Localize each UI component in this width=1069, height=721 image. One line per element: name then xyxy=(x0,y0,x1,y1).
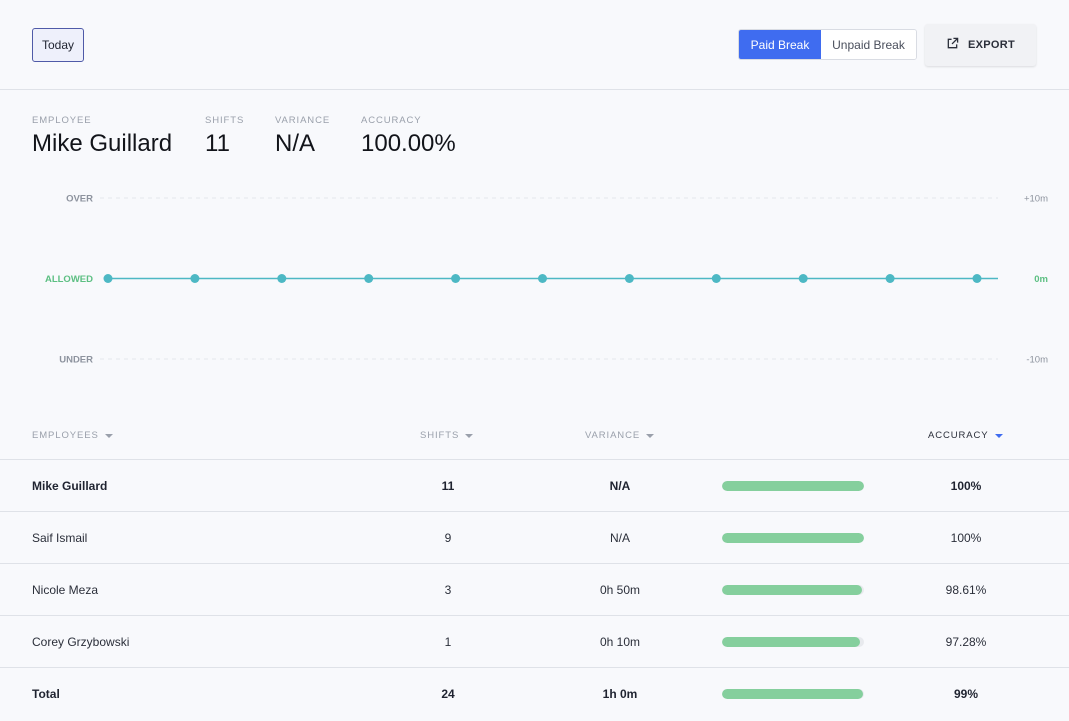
employee-name: Corey Grzybowski xyxy=(32,635,130,649)
export-label: EXPORT xyxy=(967,39,1016,51)
accuracy-bar-fill xyxy=(722,689,863,699)
data-point xyxy=(364,274,374,283)
employee-label: EMPLOYEE xyxy=(32,115,92,126)
accuracy-bar-fill xyxy=(722,533,864,543)
variance-chart: OVER +10m ALLOWED 0m UNDER -10m xyxy=(0,180,1069,380)
variance-chart-svg: OVER +10m ALLOWED 0m UNDER -10m xyxy=(45,194,1048,366)
employee-name: Mike Guillard xyxy=(32,479,108,493)
y-band-label: UNDER xyxy=(59,355,93,366)
sort-caret-icon xyxy=(994,433,1003,438)
variance-label: VARIANCE xyxy=(275,115,331,126)
paid-break-button[interactable]: Paid Break xyxy=(739,30,821,59)
accuracy-bar xyxy=(722,460,864,512)
break-type-toggle: Paid Break Unpaid Break xyxy=(738,29,917,60)
total-accuracy: 99% xyxy=(953,687,979,701)
shifts-label: SHIFTS xyxy=(205,115,245,126)
data-point xyxy=(885,274,895,283)
shifts-column-header[interactable]: SHIFTS xyxy=(420,430,474,441)
accuracy-cell: 97.28% xyxy=(945,635,987,649)
employee-value: Mike Guillard xyxy=(32,130,173,157)
data-point xyxy=(190,274,200,283)
sort-caret-icon xyxy=(646,433,655,438)
shifts-cell: 9 xyxy=(444,531,452,545)
table-row[interactable]: Nicole Meza 3 0h 50m 98.61% xyxy=(0,564,1069,616)
accuracy-bar xyxy=(722,616,864,668)
shifts-cell: 3 xyxy=(444,583,452,597)
y-tick-label: +10m xyxy=(1024,194,1048,205)
shifts-cell: 11 xyxy=(441,479,455,493)
variance-stat: VARIANCE N/A xyxy=(275,115,330,158)
table-row[interactable]: Mike Guillard 11 N/A 100% xyxy=(0,460,1069,512)
y-band-label: OVER xyxy=(66,194,93,205)
y-tick-label: -10m xyxy=(1026,355,1048,366)
accuracy-cell: 100% xyxy=(950,479,982,493)
export-button[interactable]: EXPORT xyxy=(925,24,1036,66)
variance-value: N/A xyxy=(275,130,316,157)
unpaid-break-button[interactable]: Unpaid Break xyxy=(821,30,916,59)
data-point xyxy=(972,274,982,283)
table-row[interactable]: Corey Grzybowski 1 0h 10m 97.28% xyxy=(0,616,1069,668)
total-label: Total xyxy=(32,687,60,701)
accuracy-bar xyxy=(722,668,864,720)
external-link-icon xyxy=(946,37,959,53)
table-header: EMPLOYEES SHIFTS VARIANCE ACCURACY xyxy=(0,424,1069,460)
accuracy-bar-fill xyxy=(722,585,863,595)
accuracy-stat: ACCURACY 100.00% xyxy=(361,115,456,158)
employee-name: Nicole Meza xyxy=(32,583,99,597)
data-point xyxy=(624,274,634,283)
variance-cell: N/A xyxy=(609,531,630,545)
sort-caret-icon xyxy=(104,433,113,438)
total-row: Total 24 1h 0m 99% xyxy=(0,668,1069,720)
accuracy-header-label: ACCURACY xyxy=(928,430,989,441)
total-shifts: 24 xyxy=(441,687,455,701)
employee-name: Saif Ismail xyxy=(32,531,88,545)
y-band-label: ALLOWED xyxy=(45,274,93,285)
data-point xyxy=(451,274,461,283)
data-point xyxy=(538,274,547,283)
data-point xyxy=(711,274,721,283)
variance-cell: 0h 10m xyxy=(599,635,641,649)
data-point xyxy=(103,274,113,283)
variance-cell: 0h 50m xyxy=(599,583,641,597)
variance-column-header[interactable]: VARIANCE xyxy=(585,430,655,441)
variance-header-label: VARIANCE xyxy=(585,430,641,441)
shifts-value: 11 xyxy=(205,130,230,157)
shifts-header-label: SHIFTS xyxy=(420,430,460,441)
y-tick-label: 0m xyxy=(1034,274,1048,285)
accuracy-column-header[interactable]: ACCURACY xyxy=(928,430,1003,441)
data-point xyxy=(798,274,808,283)
shifts-stat: SHIFTS 11 xyxy=(205,115,244,158)
accuracy-bar-fill xyxy=(722,481,864,491)
accuracy-bar-fill xyxy=(722,637,861,647)
variance-cell: N/A xyxy=(609,479,631,493)
accuracy-cell: 100% xyxy=(950,531,982,545)
table-row[interactable]: Saif Ismail 9 N/A 100% xyxy=(0,512,1069,564)
accuracy-bar xyxy=(722,512,864,564)
shifts-cell: 1 xyxy=(444,635,452,649)
employees-column-header[interactable]: EMPLOYEES xyxy=(32,430,113,441)
accuracy-bar xyxy=(722,564,864,616)
employee-stat: EMPLOYEE Mike Guillard xyxy=(32,115,172,158)
sort-caret-icon xyxy=(465,433,474,438)
top-toolbar: Today Paid Break Unpaid Break EXPORT xyxy=(0,0,1069,90)
accuracy-value: 100.00% xyxy=(361,130,456,157)
total-variance: 1h 0m xyxy=(602,687,638,701)
accuracy-label: ACCURACY xyxy=(361,115,422,126)
employees-header-label: EMPLOYEES xyxy=(32,430,99,441)
data-point xyxy=(277,274,287,283)
accuracy-cell: 98.61% xyxy=(945,583,987,597)
today-button[interactable]: Today xyxy=(32,28,84,62)
